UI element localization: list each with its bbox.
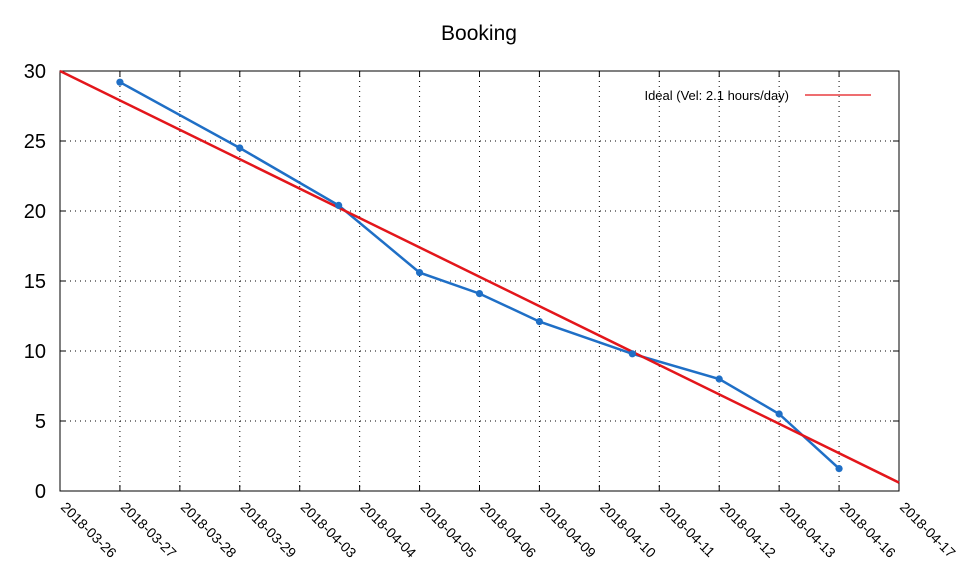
axis-ticks: 0510152025302018-03-262018-03-272018-03-… — [24, 61, 959, 561]
actual-line — [119, 81, 840, 470]
y-tick-label: 10 — [24, 341, 46, 363]
actual-point — [835, 465, 843, 473]
actual-point — [715, 375, 723, 383]
actual-point — [335, 201, 343, 209]
y-tick-label: 20 — [24, 201, 46, 223]
x-tick-label: 2018-04-16 — [837, 499, 899, 561]
x-tick-label: 2018-04-05 — [417, 499, 479, 561]
x-tick-label: 2018-04-04 — [358, 499, 420, 561]
x-tick-label: 2018-04-17 — [897, 499, 959, 561]
actual-point — [415, 269, 424, 277]
x-tick-label: 2018-04-10 — [597, 499, 659, 561]
y-tick-label: 5 — [35, 411, 46, 433]
actual-point — [116, 78, 124, 86]
x-tick-label: 2018-04-06 — [477, 499, 539, 561]
x-tick-label: 2018-04-12 — [717, 499, 779, 561]
series — [59, 69, 900, 484]
y-tick-label: 0 — [35, 481, 46, 503]
y-tick-label: 15 — [24, 271, 46, 293]
x-tick-label: 2018-04-09 — [537, 499, 599, 561]
actual-point — [535, 318, 544, 326]
actual-point — [628, 350, 636, 358]
legend: Ideal (Vel: 2.1 hours/day) — [644, 88, 871, 103]
chart-title: Booking — [441, 22, 517, 45]
x-tick-label: 2018-03-29 — [238, 499, 300, 561]
ideal-line — [59, 69, 900, 484]
x-tick-label: 2018-04-03 — [298, 499, 360, 561]
grid — [60, 71, 899, 491]
x-tick-label: 2018-03-26 — [58, 499, 120, 561]
y-tick-label: 25 — [24, 131, 46, 153]
x-tick-label: 2018-03-28 — [178, 499, 240, 561]
actual-point — [236, 144, 244, 152]
x-tick-label: 2018-04-11 — [657, 499, 718, 560]
legend-label: Ideal (Vel: 2.1 hours/day) — [644, 88, 789, 103]
x-tick-label: 2018-04-13 — [777, 499, 839, 561]
y-tick-label: 30 — [24, 61, 46, 83]
actual-point — [475, 290, 484, 298]
x-tick-label: 2018-03-27 — [118, 499, 180, 561]
actual-point — [775, 410, 783, 418]
